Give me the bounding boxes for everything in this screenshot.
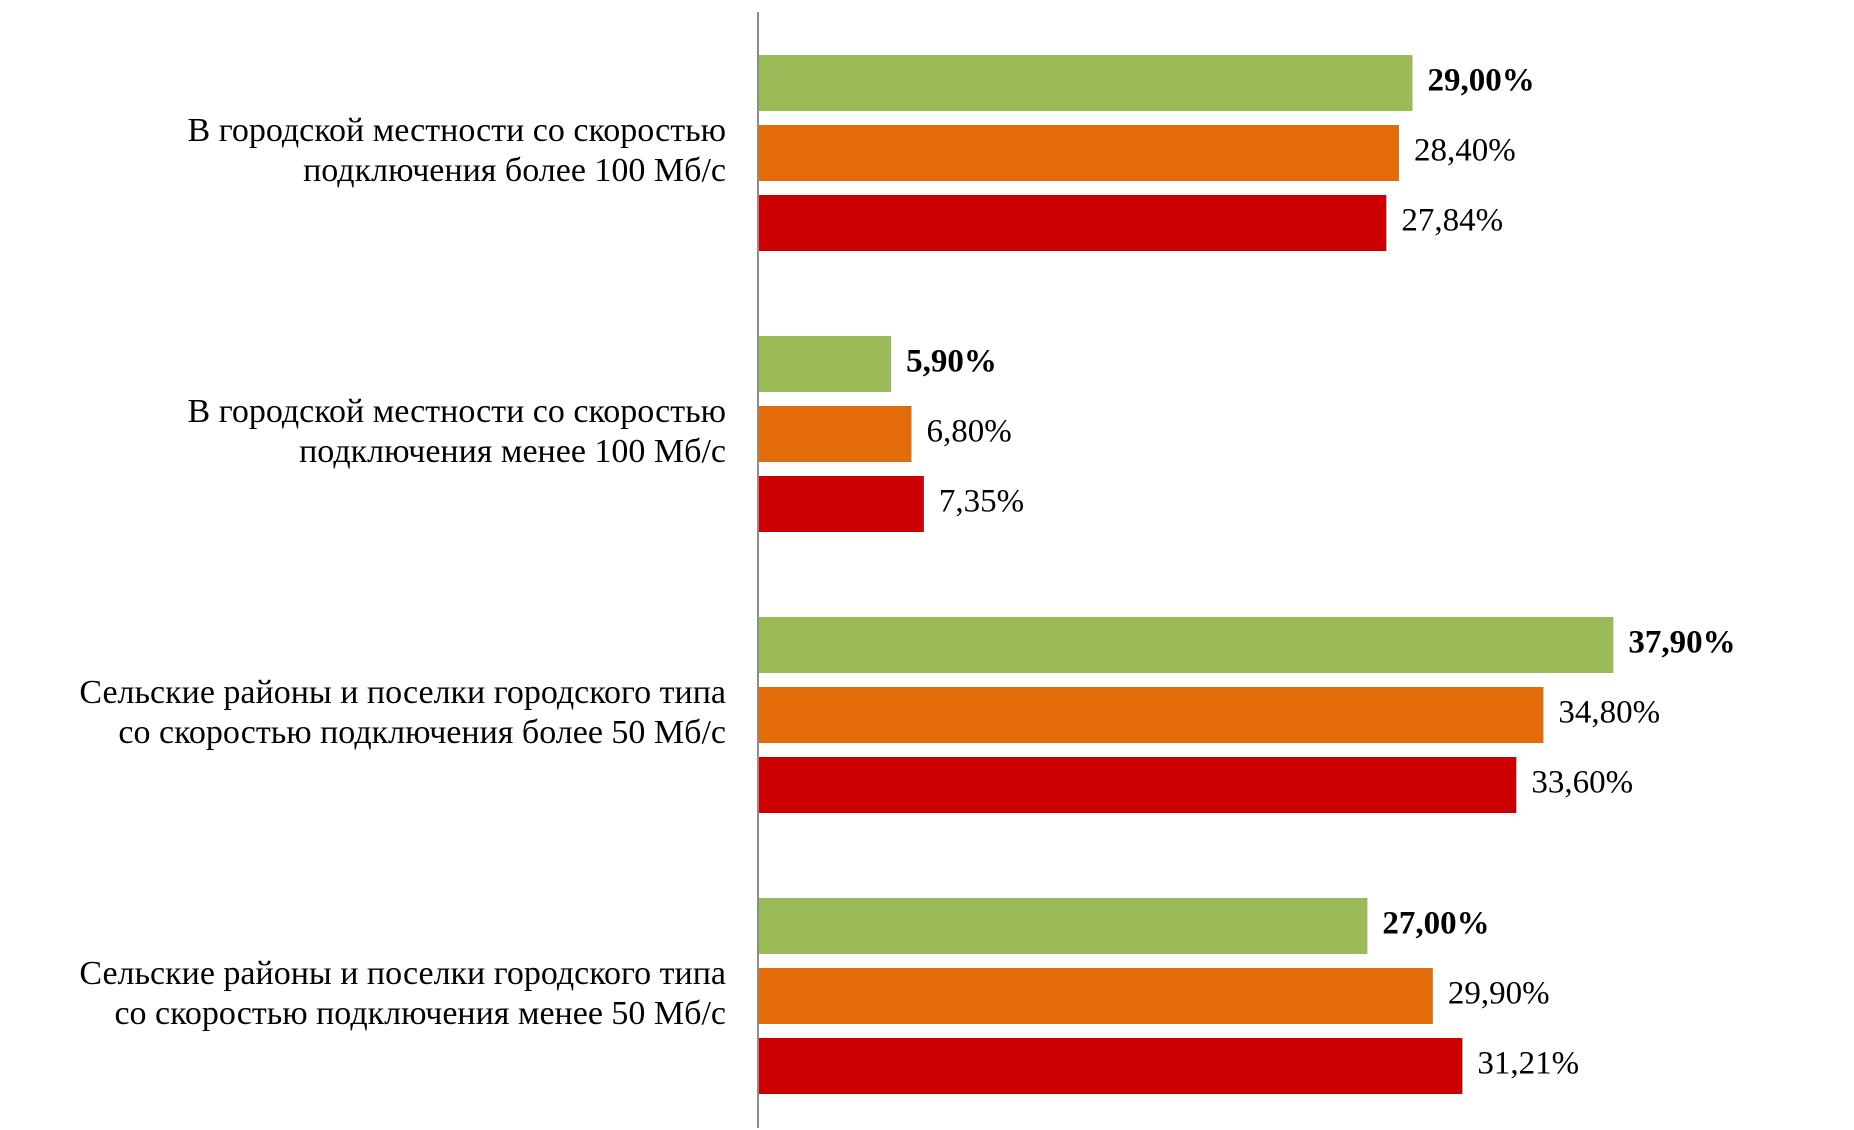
category-label-line: со скоростью подключения более 50 Мб/с	[118, 714, 726, 751]
category-label-line: В городской местности со скоростью	[188, 112, 726, 149]
category-label-line: Сельские районы и поселки городского тип…	[79, 955, 726, 992]
bar	[758, 55, 1413, 111]
bar	[758, 195, 1387, 251]
labels-layer: В городской местности со скоростью подклю…	[79, 63, 1735, 1082]
data-label: 7,35%	[939, 484, 1024, 520]
category-label-line: Сельские районы и поселки городского тип…	[79, 674, 726, 711]
bar	[758, 406, 912, 462]
data-label: 37,90%	[1628, 625, 1735, 661]
bar	[758, 1038, 1463, 1094]
bar	[758, 968, 1433, 1024]
data-label: 27,00%	[1382, 906, 1489, 942]
data-label: 33,60%	[1531, 765, 1633, 801]
bar	[758, 617, 1614, 673]
category-label-line: В городской местности со скоростью	[188, 393, 726, 430]
data-label: 28,40%	[1414, 133, 1516, 169]
data-label: 6,80%	[926, 414, 1011, 450]
category-label: Сельские районы и поселки городского тип…	[79, 674, 726, 751]
category-label-line: подключения более 100 Мб/с	[303, 152, 726, 189]
data-label: 29,90%	[1448, 976, 1550, 1012]
category-label-line: со скоростью подключения менее 50 Мб/с	[114, 995, 726, 1032]
category-label: В городской местности со скоростью подклю…	[188, 393, 726, 470]
bars-layer	[758, 55, 1614, 1094]
data-label: 29,00%	[1428, 63, 1535, 99]
data-label: 5,90%	[906, 344, 997, 380]
bar	[758, 898, 1368, 954]
category-label-line: подключения менее 100 Мб/с	[299, 433, 726, 470]
bar	[758, 476, 924, 532]
bar	[758, 336, 892, 392]
data-label: 34,80%	[1558, 695, 1660, 731]
data-label: 27,84%	[1401, 203, 1503, 239]
bar	[758, 125, 1399, 181]
category-label: Сельские районы и поселки городского тип…	[79, 955, 726, 1032]
category-label: В городской местности со скоростью подклю…	[188, 112, 726, 189]
data-label: 31,21%	[1477, 1046, 1579, 1082]
bar	[758, 687, 1544, 743]
bar	[758, 757, 1517, 813]
